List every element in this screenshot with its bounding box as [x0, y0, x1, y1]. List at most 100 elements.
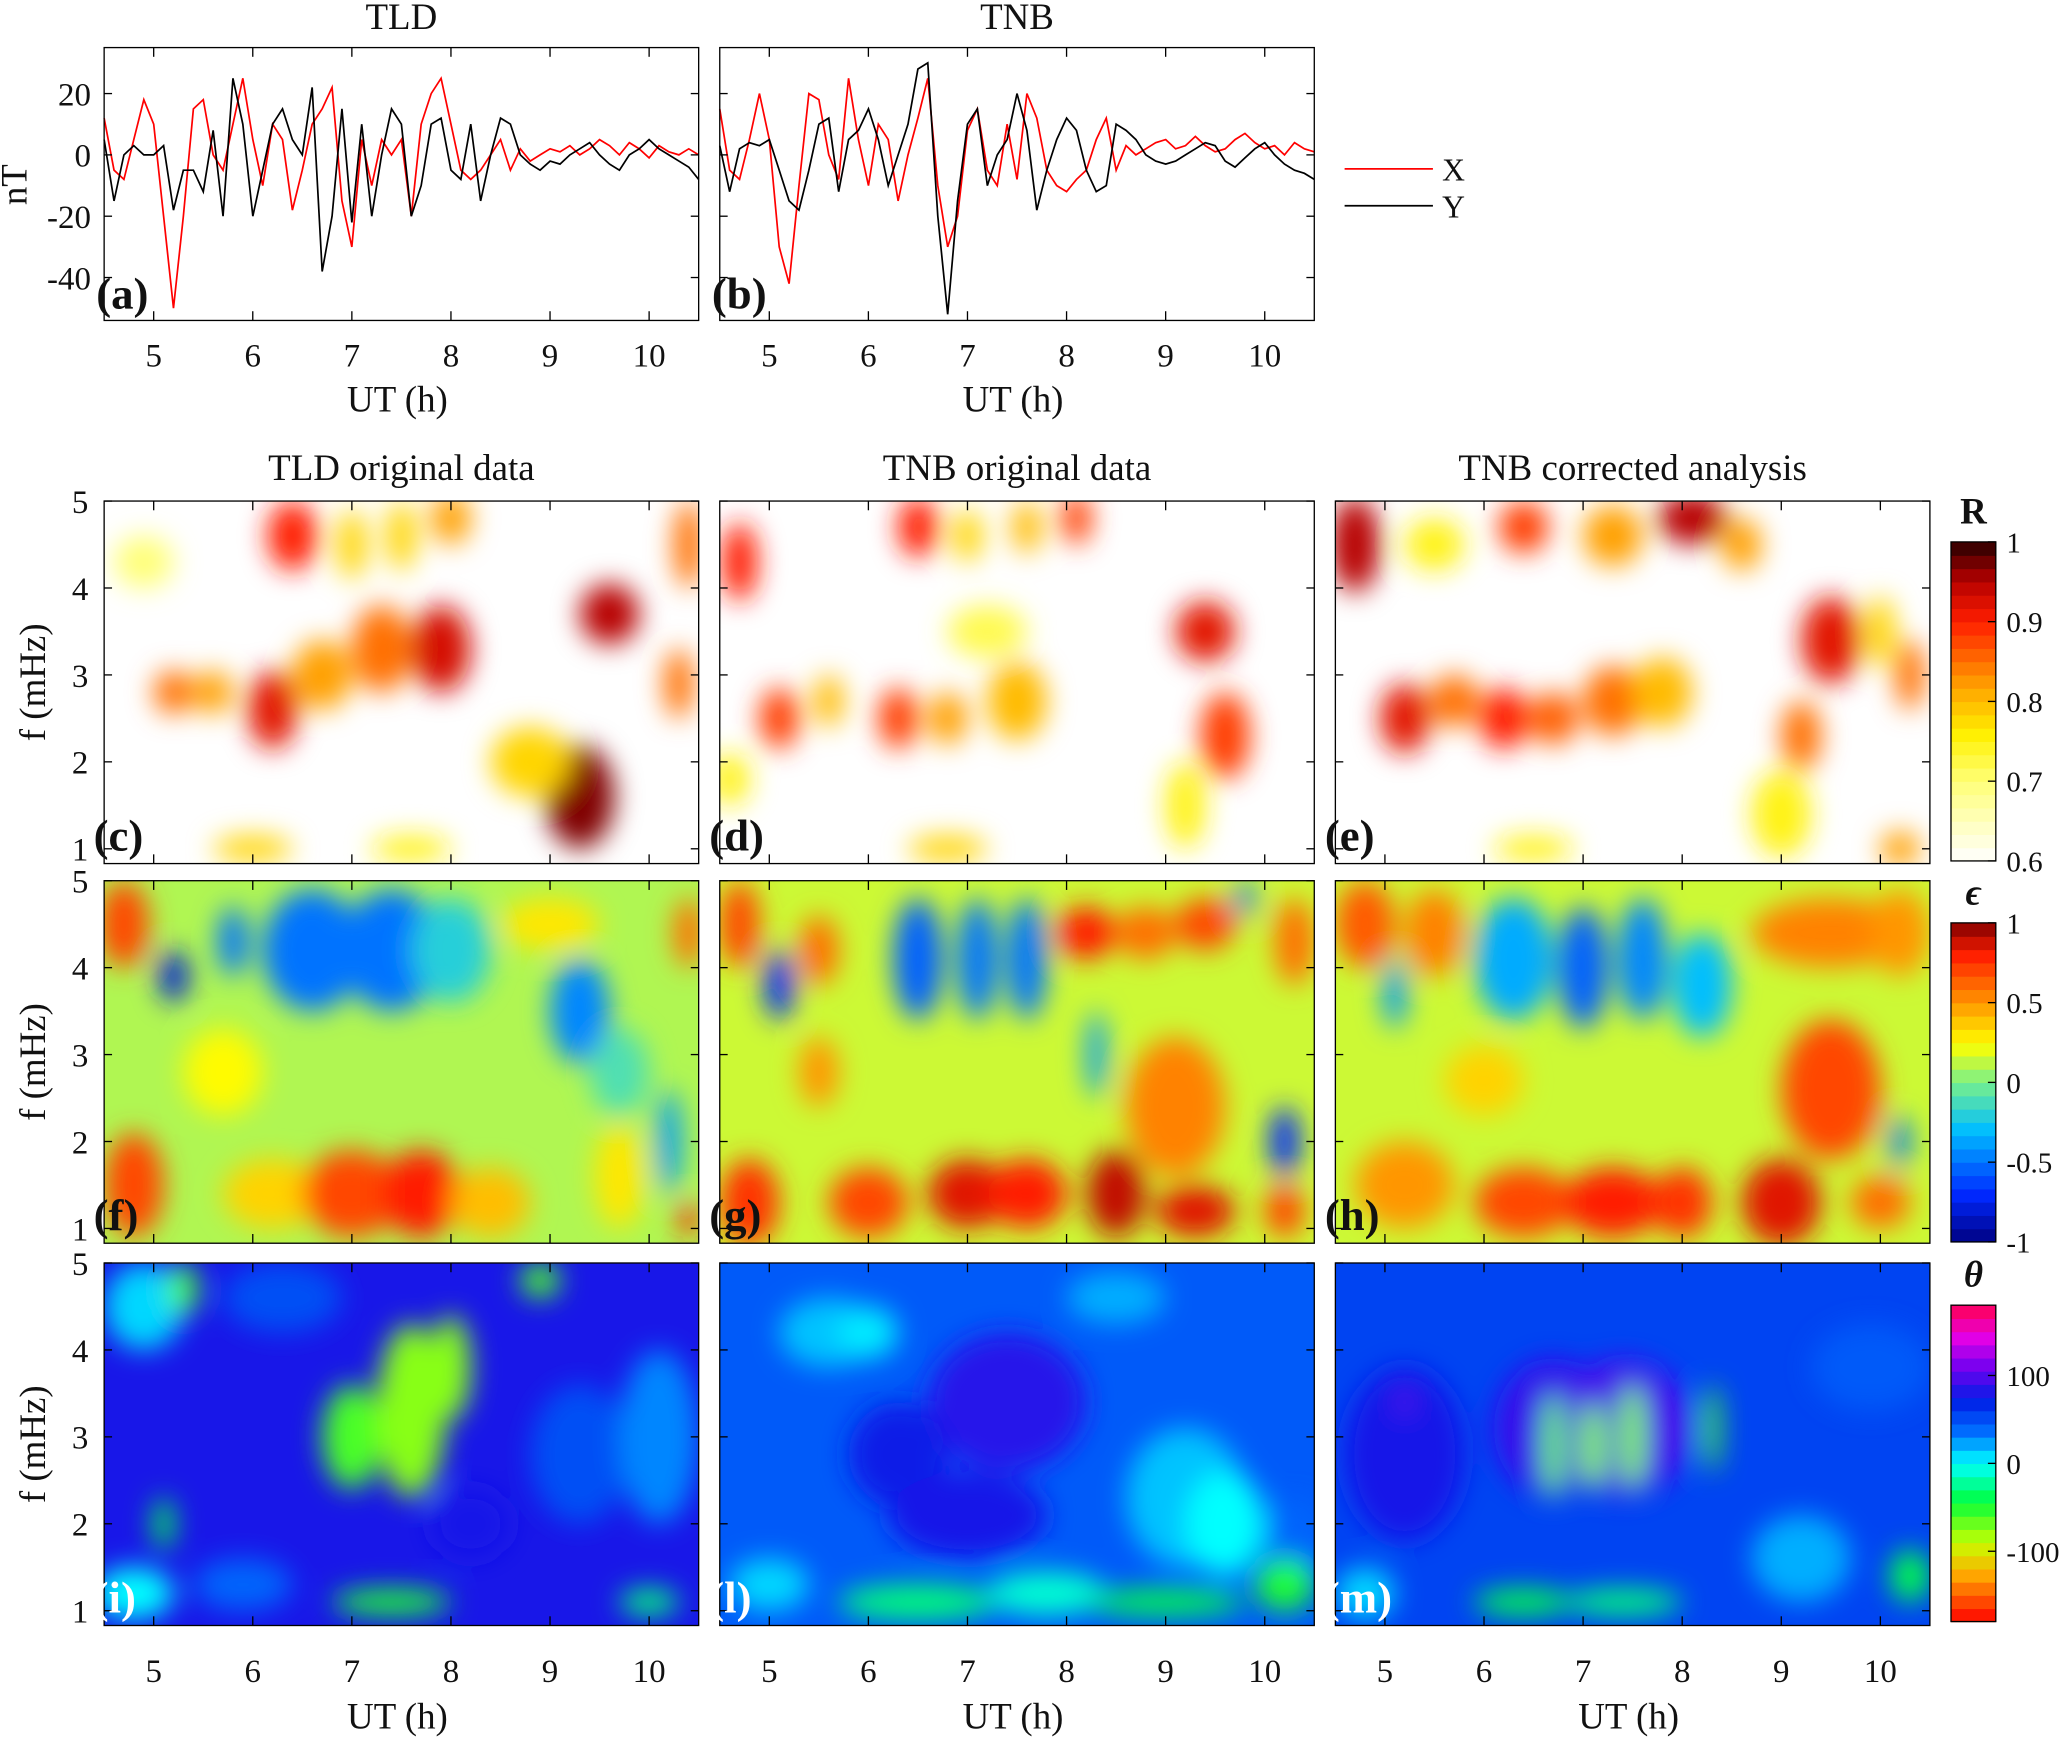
- heatmap-cell: [1165, 761, 1206, 849]
- colorbar-segment: [1950, 1029, 1996, 1044]
- heatmap-cell: [619, 1349, 699, 1524]
- legend-label-y: Y: [1442, 190, 1465, 225]
- colorbar-tick-label: -0.5: [2006, 1148, 2052, 1180]
- heatmap-m: 5 6 7 8 9 10 (m): [1325, 1262, 1931, 1690]
- y-tick-label: 5: [72, 485, 88, 521]
- heatmap-cell: [838, 1306, 899, 1359]
- colorbar-segment: [1950, 1122, 1996, 1137]
- x-tick-label: 9: [542, 1654, 558, 1690]
- y-tick-label: 5: [72, 865, 88, 901]
- colorbar-segment: [1950, 1015, 1996, 1030]
- colorbar-title: R: [1960, 490, 1987, 531]
- y-tick-label: 1: [72, 833, 88, 869]
- heatmap-cell: [1012, 501, 1042, 554]
- colorbar-segment: [1950, 1410, 1996, 1425]
- colorbar-segment: [1950, 714, 1996, 729]
- heatmap-f: 1 2 3 4 5 f (mHz) (f): [12, 865, 700, 1248]
- colorbar-segment: [1950, 1371, 1996, 1385]
- y-tick-label: 2: [72, 746, 88, 782]
- heatmap-cell: [104, 1132, 164, 1238]
- heatmap-cell: [386, 501, 417, 571]
- heatmap-cell: [1890, 1549, 1930, 1603]
- plot-frame: [1334, 500, 1931, 865]
- heatmap-cell: [1583, 505, 1643, 567]
- colorbar-segment: [1950, 1002, 1996, 1017]
- heatmap-cell: [799, 1037, 839, 1107]
- panel-label: (g): [709, 1190, 761, 1240]
- heatmap-cell: [292, 640, 352, 710]
- heatmap-cell: [500, 898, 600, 951]
- colorbar-segment: [1950, 1148, 1996, 1163]
- heatmap-cell: [1865, 596, 1896, 667]
- colorbar-segment: [1950, 1042, 1996, 1057]
- heatmap-cell: [987, 1158, 1067, 1229]
- heatmap-cell: [1254, 1558, 1315, 1611]
- colorbar-segment: [1950, 821, 1996, 836]
- panel-label: (l): [709, 1572, 751, 1622]
- colorbar-segment: [1950, 1215, 1996, 1230]
- colorbar-segment: [1950, 701, 1996, 716]
- heatmap-cell: [431, 1315, 471, 1420]
- line-chart-b: TNB 5 6 7 8 9 10 UT (h) (b): [712, 0, 1315, 420]
- colorbar-tick-label: 0.8: [2006, 687, 2042, 719]
- x-tick-label: 5: [1377, 1654, 1393, 1690]
- heatmap-cell: [729, 1558, 809, 1611]
- colorbar-segment: [1950, 1202, 1996, 1216]
- panel-label: (c): [94, 810, 144, 860]
- y-tick-label: 4: [72, 1334, 88, 1370]
- heatmap-cell: [193, 670, 233, 715]
- heatmap-cell: [1617, 898, 1668, 1020]
- heatmap-cell: [1474, 1167, 1574, 1238]
- heatmap-cell: [1870, 889, 1930, 977]
- heatmap-cell: [1890, 1115, 1911, 1168]
- heatmap-cell: [371, 835, 451, 862]
- heatmap-cell: [1620, 1384, 1645, 1490]
- heatmap-d: TNB original data (d): [709, 447, 1315, 865]
- heatmap-cell: [1061, 501, 1092, 545]
- heatmap-cell: [411, 898, 491, 1003]
- plot-frame: [719, 46, 1315, 322]
- colorbar-segment: [1950, 595, 1996, 610]
- y-tick-label: 4: [72, 572, 88, 608]
- heatmap-cell: [1652, 1167, 1712, 1238]
- colorbar-segment: [1950, 1542, 1996, 1557]
- series-y-line: [718, 61, 1315, 315]
- x-tick-label: 10: [1248, 1654, 1281, 1690]
- heatmap-cell: [158, 950, 189, 1003]
- heatmap-cell: [1345, 1367, 1465, 1542]
- heatmap-cell: [1751, 898, 1911, 968]
- heatmap-cell: [719, 1158, 780, 1244]
- heatmap-cell: [1116, 906, 1176, 959]
- plot-frame: [103, 1262, 700, 1627]
- heatmap-cell: [957, 898, 998, 1020]
- heatmap-cell: [893, 898, 943, 1020]
- heatmap-cell: [1781, 701, 1821, 771]
- heatmap-cell: [431, 1489, 511, 1559]
- colorbar-segment: [1950, 1397, 1996, 1412]
- x-tick-label: 5: [145, 1654, 161, 1690]
- heatmap-cell: [1498, 501, 1549, 554]
- heatmap-cell: [1811, 1323, 1930, 1411]
- heatmap-g: (g): [709, 880, 1315, 1244]
- colorbar-segment: [1950, 688, 1996, 703]
- colorbar-segment: [1950, 1095, 1996, 1110]
- heatmap-cell: [1721, 518, 1762, 571]
- colorbar-title: θ: [1964, 1254, 1983, 1295]
- heatmap-cell: [838, 1584, 998, 1620]
- plot-frame: [719, 500, 1315, 865]
- x-tick-label: 6: [860, 339, 876, 375]
- x-tick-label: 8: [443, 1654, 459, 1690]
- heatmap-cell: [193, 1558, 293, 1611]
- x-tick-label: 10: [633, 1654, 666, 1690]
- colorbar-segment: [1950, 1069, 1996, 1084]
- colorbar-tick-label: 0.7: [2006, 767, 2042, 799]
- colorbar-segment: [1950, 1595, 1996, 1610]
- plot-frame: [103, 880, 700, 1244]
- heatmap-cell: [799, 915, 839, 986]
- chart-title: TNB original data: [883, 447, 1152, 488]
- heatmap-cell: [1741, 1158, 1821, 1244]
- heatmap-cell: [927, 1158, 1008, 1229]
- colorbar-segment: [1950, 1437, 1996, 1451]
- heatmap-cell: [1850, 1176, 1911, 1229]
